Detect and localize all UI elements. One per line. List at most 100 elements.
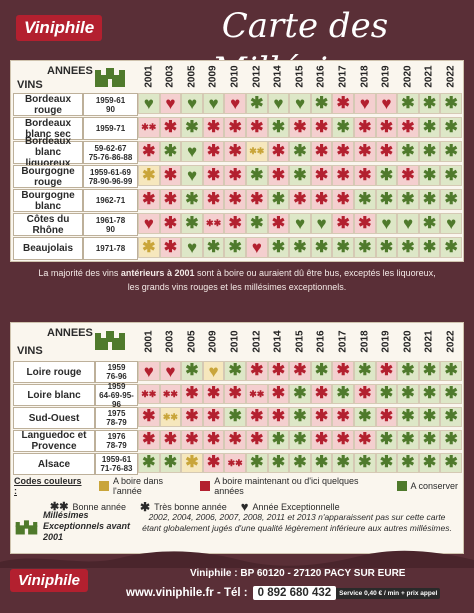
- rating-cell: ✱: [224, 141, 246, 162]
- star-icon: ✱: [185, 385, 199, 402]
- star-icon: ✱: [206, 431, 221, 448]
- star-icon: ✱: [314, 431, 329, 448]
- star-icon: ✱: [422, 118, 437, 136]
- legend-title: Codes couleurs :: [14, 476, 82, 496]
- rating-cell: ✱: [159, 189, 182, 210]
- legend-tres-bonne: Très bonne année: [154, 501, 227, 512]
- year-header: 2012: [251, 64, 263, 88]
- rating-cell: ✱: [246, 165, 268, 186]
- rating-cell: ✱: [332, 189, 354, 210]
- rating-cell: ✱: [354, 361, 376, 381]
- heart-icon: ♥: [186, 94, 198, 113]
- double-star-icon: ✱✱: [206, 218, 222, 228]
- rating-cell: ✱: [289, 384, 311, 404]
- rating-cell: ✱: [202, 384, 225, 404]
- best-vintages: 1959-71: [83, 117, 138, 140]
- star-icon: ✱: [250, 166, 264, 184]
- star-icon: ✱: [379, 362, 394, 379]
- rating-cell: ✱: [440, 384, 462, 404]
- rating-cell: ✱: [224, 189, 246, 210]
- rating-cell: ✱✱: [138, 117, 160, 138]
- star-icon: ✱: [358, 431, 372, 448]
- star-icon: ✱: [271, 238, 286, 256]
- star-icon: ✱: [185, 190, 199, 208]
- rating-cell: ✱: [418, 213, 441, 234]
- footer-address: Viniphile : BP 60120 - 27120 PACY SUR EU…: [190, 568, 406, 579]
- star-icon: ✱: [163, 190, 178, 208]
- rating-cell: ✱: [289, 430, 311, 450]
- star-icon: ✱: [185, 118, 199, 136]
- table-1: ANNEES VINS 2001 2003 2005 2009 2010 2012 2014 20…: [10, 60, 464, 262]
- star-icon: ✱: [336, 385, 350, 402]
- rating-cell: ✱: [375, 384, 398, 404]
- rating-cell: ✱: [202, 453, 225, 473]
- star-icon: ✱: [336, 238, 350, 256]
- rating-cell: ✱: [159, 141, 182, 162]
- year-header: 2003: [164, 64, 176, 88]
- rating-cell: ✱: [138, 237, 160, 258]
- rating-cell: ✱: [224, 361, 246, 381]
- legend-maintenant: A boire maintenant ou d'ici quelques ann…: [214, 476, 359, 496]
- rating-cell: ✱: [310, 93, 333, 114]
- rating-cell: ✱: [267, 384, 290, 404]
- rating-cell: ♥: [310, 213, 333, 234]
- rating-cell: ✱: [246, 407, 268, 427]
- star-icon: ✱: [250, 431, 264, 448]
- rating-cell: ✱: [224, 165, 246, 186]
- rating-cell: ♥: [375, 93, 398, 114]
- heart-icon: ♥: [208, 94, 219, 113]
- year-header: 2022: [445, 329, 457, 353]
- year-header: 2018: [359, 64, 371, 88]
- rating-cell: ✱: [418, 361, 441, 381]
- star-icon: ✱: [185, 408, 199, 425]
- legend-exceptionnelle: Année Exceptionnelle: [252, 501, 340, 512]
- footer-site[interactable]: www.viniphile.fr - Tél :: [126, 587, 248, 599]
- star-icon: ✱: [336, 362, 350, 379]
- star-icon: ✱: [422, 166, 437, 184]
- annees-header: ANNEES: [47, 327, 93, 339]
- double-star-icon: ✱✱: [249, 146, 265, 156]
- star-icon: ✱: [271, 142, 286, 160]
- year-header: 2003: [164, 329, 176, 353]
- service-price: Service 0,40 € / min + prix appel: [336, 587, 441, 599]
- rating-cell: ✱: [375, 430, 398, 450]
- year-header: 2017: [337, 64, 349, 88]
- rating-cell: ✱: [332, 237, 354, 258]
- heart-icon: ♥: [186, 142, 198, 161]
- star-icon: ✱: [314, 118, 329, 136]
- rating-cell: ✱: [440, 361, 462, 381]
- star-icon: ✱: [228, 362, 242, 379]
- rating-cell: ✱: [332, 117, 354, 138]
- star-icon: ✱: [142, 142, 156, 160]
- phone-number[interactable]: 0 892 680 432: [252, 586, 337, 600]
- star-icon: ✱: [401, 94, 415, 112]
- star-icon: ✱: [379, 238, 394, 256]
- year-header: 2012: [251, 329, 263, 353]
- rating-cell: ✱: [181, 361, 203, 381]
- star-icon: ✱: [358, 385, 372, 402]
- star-icon: ✱: [293, 385, 307, 402]
- rating-cell: ✱✱: [159, 384, 182, 404]
- rating-cell: ✱: [267, 453, 290, 473]
- exceptional-title: Millésimes: [42, 510, 89, 520]
- wine-name: Bordeaux blanc liquoreux: [13, 136, 83, 169]
- rating-cell: ✱: [202, 141, 225, 162]
- star-icon: ✱: [163, 431, 178, 448]
- rating-cell: ✱: [138, 165, 160, 186]
- best-vintages: 1961-78 90: [83, 213, 138, 236]
- rating-cell: ✱: [397, 189, 419, 210]
- heart-icon: ♥: [381, 214, 392, 233]
- rating-cell: ✱: [289, 165, 311, 186]
- double-star-icon: ✱✱: [249, 388, 265, 399]
- red-swatch-icon: [200, 481, 211, 491]
- star-icon: ✱: [401, 142, 415, 160]
- star-icon: ✱: [336, 454, 350, 471]
- star-icon: ✱: [336, 166, 350, 184]
- rating-cell: ✱: [418, 430, 441, 450]
- year-header: 2009: [208, 329, 220, 353]
- rating-cell: ✱: [246, 453, 268, 473]
- star-icon: ✱: [444, 142, 458, 160]
- star-icon: ✱: [185, 431, 199, 448]
- heart-icon: ♥: [143, 94, 154, 113]
- star-icon: ✱: [206, 166, 221, 184]
